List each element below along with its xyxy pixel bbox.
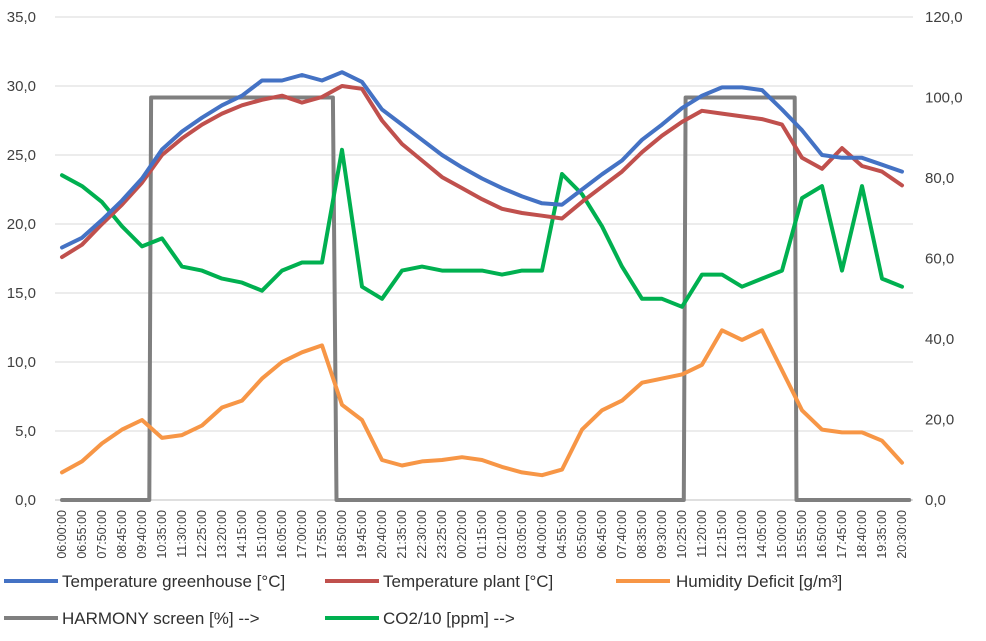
x-tick-label: 14:15:00	[235, 510, 249, 559]
y2-tick-label: 0,0	[925, 492, 946, 509]
legend: Temperature greenhouse [°C] Temperature …	[4, 572, 842, 628]
legend-label: Temperature plant [°C]	[383, 572, 553, 591]
x-tick-label: 07:40:00	[615, 510, 629, 559]
x-tick-label: 11:20:00	[695, 510, 709, 558]
series-line-humidity-deficit-g-m	[60, 328, 904, 478]
x-tick-label: 08:45:00	[115, 510, 129, 559]
x-tick-label: 19:45:00	[355, 510, 369, 559]
x-tick-label: 23:25:00	[435, 510, 449, 559]
series-line-temperature-greenhouse-c	[60, 70, 904, 250]
legend-item-co2[interactable]: CO2/10 [ppm] -->	[325, 609, 515, 628]
legend-item-harmony-screen[interactable]: HARMONY screen [%] -->	[4, 609, 260, 628]
x-tick-label: 19:35:00	[875, 510, 889, 559]
legend-label: HARMONY screen [%] -->	[62, 609, 260, 628]
x-tick-label: 04:00:00	[535, 510, 549, 559]
legend-label: Temperature greenhouse [°C]	[62, 572, 285, 591]
x-tick-label: 03:05:00	[515, 510, 529, 559]
x-tick-label: 17:00:00	[295, 510, 309, 559]
x-tick-label: 21:35:00	[395, 510, 409, 559]
legend-label: Humidity Deficit [g/m³]	[676, 572, 842, 591]
y-tick-label: 0,0	[15, 492, 36, 509]
legend-item-humidity-deficit[interactable]: Humidity Deficit [g/m³]	[616, 572, 842, 591]
x-tick-label: 13:10:00	[735, 510, 749, 559]
y-tick-label: 30,0	[7, 78, 36, 95]
y2-tick-label: 100,0	[925, 90, 963, 107]
series-line-temperature-plant-c	[60, 84, 904, 260]
x-axis-ticks: 06:00:00 06:55:00 07:50:00 08:45:00 09:40:00…	[55, 510, 909, 559]
x-tick-label: 15:55:00	[795, 510, 809, 559]
x-tick-label: 11:30:00	[175, 510, 189, 558]
series-lines	[60, 70, 912, 502]
y-tick-label: 10,0	[7, 354, 36, 371]
y-tick-label: 25,0	[7, 147, 36, 164]
y2-tick-label: 40,0	[925, 331, 954, 348]
x-tick-label: 06:00:00	[55, 510, 69, 559]
left-axis-ticks: 0,0 5,0 10,0 15,0 20,0 25,0 30,0 35,0	[7, 9, 36, 509]
x-tick-label: 10:35:00	[155, 510, 169, 559]
legend-item-temperature-greenhouse[interactable]: Temperature greenhouse [°C]	[4, 572, 285, 591]
x-tick-label: 13:20:00	[215, 510, 229, 559]
x-tick-label: 12:15:00	[715, 510, 729, 559]
x-tick-label: 10:25:00	[675, 510, 689, 559]
y2-tick-label: 60,0	[925, 251, 954, 268]
x-tick-label: 22:30:00	[415, 510, 429, 559]
x-tick-label: 01:15:00	[475, 510, 489, 559]
y-tick-label: 15,0	[7, 285, 36, 302]
x-tick-label: 06:45:00	[595, 510, 609, 559]
right-axis-ticks: 0,0 20,0 40,0 60,0 80,0 100,0 120,0	[925, 9, 963, 509]
y-tick-label: 35,0	[7, 9, 36, 26]
x-tick-label: 20:40:00	[375, 510, 389, 559]
x-tick-label: 00:20:00	[455, 510, 469, 559]
y-tick-label: 5,0	[15, 423, 36, 440]
legend-label: CO2/10 [ppm] -->	[383, 609, 515, 628]
series-line-harmony-screen	[60, 95, 912, 502]
x-tick-label: 18:50:00	[335, 510, 349, 559]
x-tick-label: 09:30:00	[655, 510, 669, 559]
x-tick-label: 15:00:00	[775, 510, 789, 559]
x-tick-label: 18:40:00	[855, 510, 869, 559]
x-tick-label: 06:55:00	[75, 510, 89, 559]
y2-tick-label: 120,0	[925, 9, 963, 26]
x-tick-label: 07:50:00	[95, 510, 109, 559]
x-tick-label: 12:25:00	[195, 510, 209, 559]
series-line-co2-10-ppm	[60, 147, 904, 309]
x-tick-label: 04:55:00	[555, 510, 569, 559]
x-tick-label: 05:50:00	[575, 510, 589, 559]
y2-tick-label: 80,0	[925, 170, 954, 187]
x-tick-label: 09:40:00	[135, 510, 149, 559]
x-tick-label: 08:35:00	[635, 510, 649, 559]
gridlines	[55, 16, 913, 501]
y-tick-label: 20,0	[7, 216, 36, 233]
x-tick-label: 20:30:00	[895, 510, 909, 559]
x-tick-label: 14:05:00	[755, 510, 769, 559]
x-tick-label: 16:05:00	[275, 510, 289, 559]
x-tick-label: 16:50:00	[815, 510, 829, 559]
legend-item-temperature-plant[interactable]: Temperature plant [°C]	[325, 572, 553, 591]
y2-tick-label: 20,0	[925, 412, 954, 429]
x-tick-label: 17:55:00	[315, 510, 329, 559]
x-tick-label: 02:10:00	[495, 510, 509, 559]
x-tick-label: 15:10:00	[255, 510, 269, 559]
x-tick-label: 17:45:00	[835, 510, 849, 559]
